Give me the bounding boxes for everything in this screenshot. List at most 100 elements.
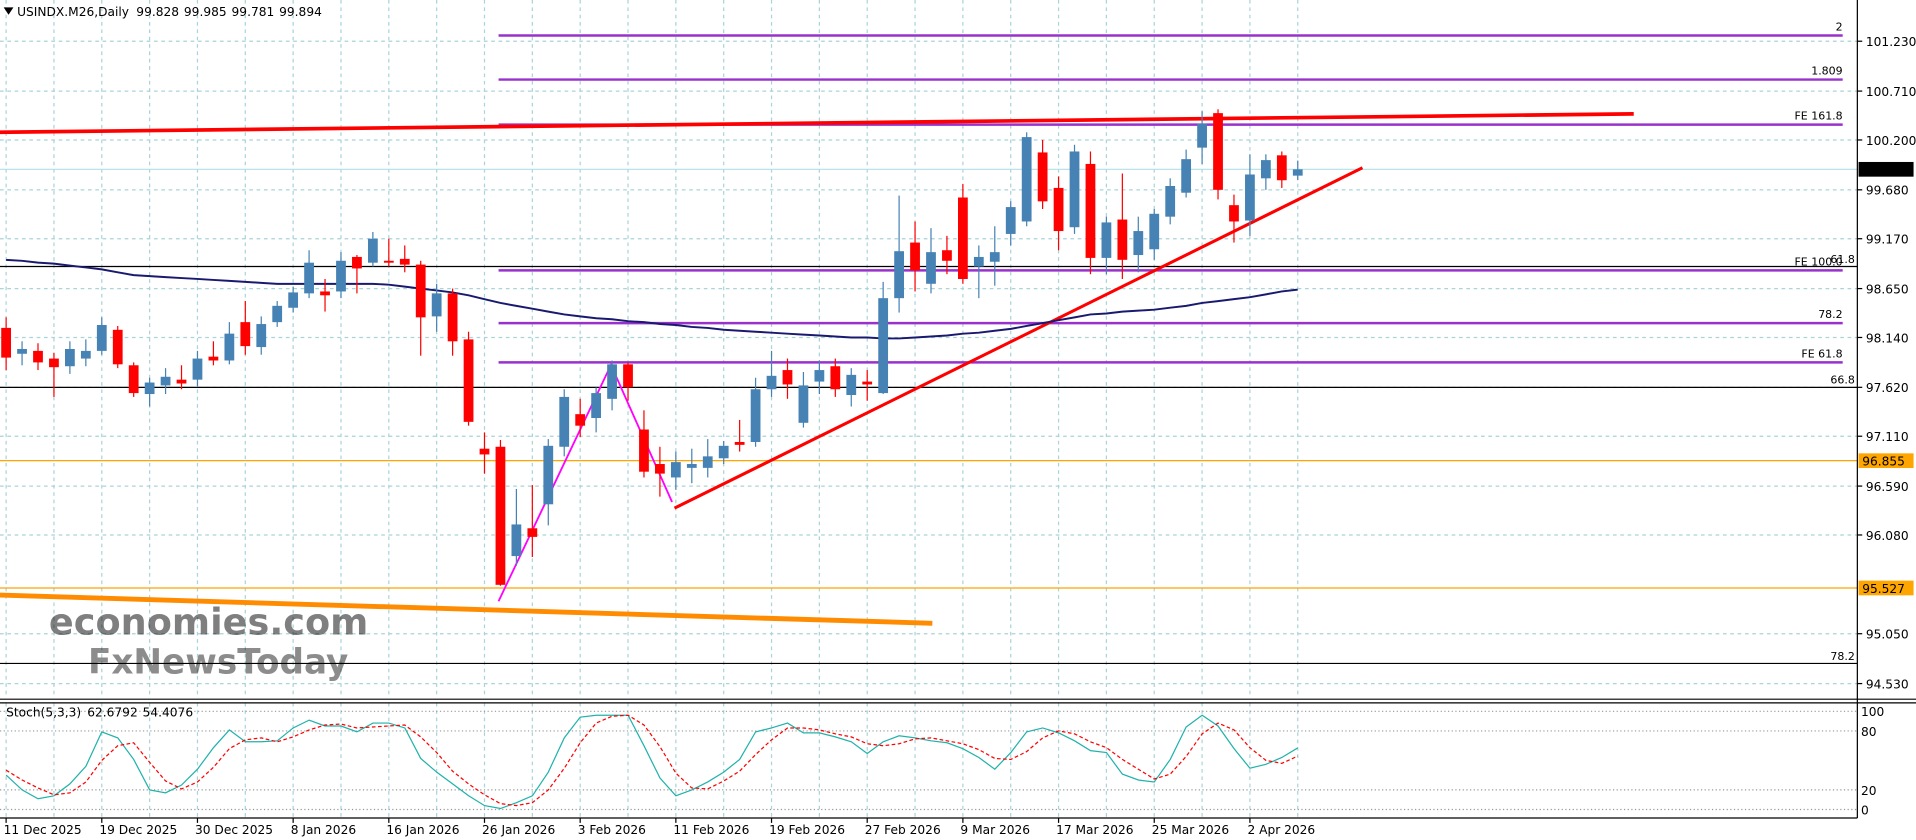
- candle-body: [49, 358, 59, 368]
- candle-body: [1, 327, 11, 358]
- x-tick-label: 25 Mar 2026: [1152, 823, 1229, 837]
- candle-body: [415, 264, 426, 318]
- candle-body: [1245, 174, 1255, 221]
- candle-body: [144, 382, 155, 395]
- candle-body: [894, 251, 904, 299]
- candle-body: [639, 429, 649, 472]
- candle-body: [399, 258, 410, 265]
- candle-body: [926, 252, 936, 284]
- y-tick-label: 96.590: [1866, 480, 1909, 494]
- indicator-header: Stoch(5,3,3) 62.6792 54.4076: [6, 705, 193, 719]
- candle-body: [766, 375, 777, 390]
- y-tick-label: 98.140: [1866, 331, 1909, 345]
- candle-body: [288, 292, 299, 308]
- y-tick-label: 99.680: [1866, 184, 1909, 198]
- indicator-tick-label: 20: [1861, 784, 1877, 798]
- y-tick-label: 96.080: [1866, 529, 1909, 543]
- price-line-tag: [1858, 580, 1914, 596]
- candle-body: [272, 305, 283, 323]
- candle-body: [670, 462, 681, 478]
- candle-body: [686, 464, 697, 468]
- y-tick-label: 100.710: [1866, 85, 1916, 99]
- candle-body: [352, 256, 362, 269]
- candle-body: [208, 356, 219, 361]
- trend-line: [673, 166, 1364, 510]
- candle-body: [989, 252, 1000, 262]
- candle-body: [383, 260, 394, 263]
- symbol-marker: [3, 7, 14, 15]
- y-tick-label: 95.050: [1866, 628, 1909, 642]
- candle-body: [750, 389, 761, 442]
- candle-body: [1229, 205, 1239, 222]
- watermark: economies.com: [49, 600, 368, 643]
- x-tick-label: 17 Mar 2026: [1056, 823, 1133, 837]
- candle-body: [591, 393, 602, 419]
- candle-body: [112, 329, 123, 365]
- y-tick-label: 100.200: [1866, 134, 1916, 148]
- candle-body: [878, 298, 889, 394]
- candle-body: [65, 348, 75, 367]
- main-layer: 101.230 100.710 100.200 99.680 99.170 98.650 9…: [1, 21, 1916, 837]
- indicator-tick-label: 100: [1861, 705, 1884, 719]
- y-tick-label: 94.530: [1866, 677, 1909, 691]
- x-tick-label: 11 Feb 2026: [673, 823, 749, 837]
- y-tick-label: 101.230: [1866, 35, 1916, 49]
- current-price-label: 99.894: [1862, 163, 1905, 177]
- candle-body: [80, 350, 91, 359]
- y-tick-label: 99.170: [1866, 233, 1909, 247]
- candle-body: [830, 366, 841, 390]
- x-tick-label: 8 Jan 2026: [291, 823, 356, 837]
- indicator-title: Stoch(5,3,3): [6, 705, 81, 719]
- level-label: 61.8: [1830, 253, 1854, 266]
- candle-body: [1053, 187, 1064, 232]
- chart-header: USINDX.M26,Daily 99.828 99.985 99.781 99.894: [17, 5, 322, 19]
- y-tick-label: 98.650: [1866, 282, 1909, 296]
- candle-body: [623, 364, 633, 388]
- candle-body: [958, 197, 968, 279]
- candle-body: [1165, 185, 1176, 217]
- x-tick-label: 30 Dec 2025: [195, 823, 273, 837]
- candle-body: [910, 242, 920, 271]
- candle-body: [798, 385, 809, 423]
- candle-body: [320, 291, 330, 296]
- candle-body: [447, 293, 458, 342]
- indicator-d: 54.4076: [143, 705, 193, 719]
- fibo-label: 1.809: [1811, 65, 1842, 78]
- candle-body: [160, 376, 171, 386]
- x-tick-label: 2 Apr 2026: [1247, 823, 1315, 837]
- candle-body: [559, 396, 570, 447]
- candle-body: [128, 365, 139, 394]
- x-tick-label: 3 Feb 2026: [578, 823, 646, 837]
- fibo-label: 2: [1836, 21, 1843, 34]
- candle-body: [463, 339, 474, 422]
- candle-body: [1260, 160, 1271, 179]
- header-low: 99.781: [232, 5, 275, 19]
- candle-body: [734, 441, 745, 445]
- x-tick-label: 19 Feb 2026: [769, 823, 845, 837]
- header-close: 99.894: [279, 5, 322, 19]
- level-label: 66.8: [1830, 374, 1854, 387]
- candle-body: [431, 293, 442, 317]
- candle-body: [702, 456, 713, 468]
- y-tick-label: 97.110: [1866, 430, 1909, 444]
- candle-body: [575, 414, 586, 426]
- current-price-tag: [1858, 161, 1914, 177]
- drawings: [0, 112, 1634, 626]
- x-tick-label: 16 Jan 2026: [386, 823, 459, 837]
- candle-body: [1037, 152, 1048, 202]
- header-high: 99.985: [184, 5, 227, 19]
- candle-body: [240, 322, 251, 347]
- candle-body: [718, 445, 729, 459]
- indicator-tick-label: 0: [1861, 803, 1869, 817]
- candle-body: [1213, 113, 1223, 190]
- indicator-line: [5, 714, 1299, 810]
- price-line-label: 96.855: [1862, 455, 1905, 469]
- header-open: 99.828: [136, 5, 179, 19]
- candle-body: [511, 524, 522, 557]
- price-line-tag: [1858, 453, 1914, 469]
- price-line-label: 95.527: [1862, 582, 1905, 596]
- level-label: 78.2: [1830, 650, 1854, 663]
- candle-body: [814, 370, 825, 382]
